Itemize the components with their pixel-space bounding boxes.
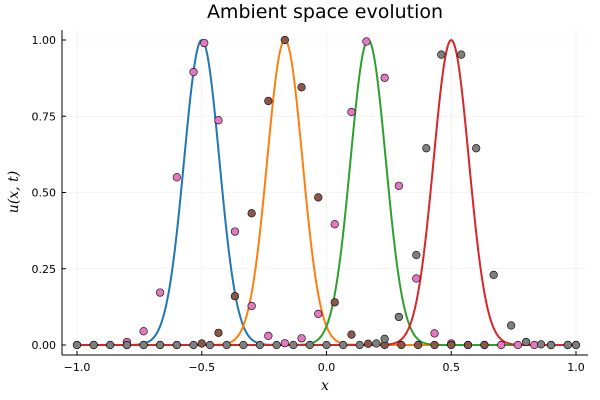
data-point	[463, 340, 473, 350]
axis-layer: −1.0 −0.5 0.0 0.5 1.0 0.00 0.25 0.50 0.75 1.00	[32, 30, 588, 374]
data-point	[339, 340, 348, 350]
data-point	[347, 330, 356, 339]
chart-title: Ambient space evolution	[207, 1, 443, 23]
data-point	[430, 340, 439, 350]
data-point	[507, 321, 516, 330]
data-point	[89, 340, 98, 350]
data-point	[322, 340, 331, 350]
data-point	[297, 334, 306, 343]
data-point	[280, 339, 289, 348]
data-point	[230, 292, 240, 301]
y-tick-label: 0.75	[32, 110, 57, 123]
data-point	[372, 339, 381, 348]
y-tick-label: 0.50	[32, 187, 57, 200]
marker-layer	[72, 35, 581, 350]
data-point	[172, 173, 181, 182]
data-point	[413, 340, 423, 350]
data-point	[106, 340, 115, 350]
data-point	[247, 209, 256, 218]
data-point	[347, 107, 356, 117]
data-point	[412, 250, 421, 260]
data-point	[230, 227, 240, 236]
data-point	[355, 340, 364, 350]
data-point	[497, 340, 506, 350]
data-point	[472, 144, 481, 153]
data-point	[205, 340, 215, 350]
data-point	[521, 337, 531, 347]
data-point	[264, 331, 273, 340]
data-point	[314, 193, 323, 202]
y-tick-label: 0.00	[32, 339, 57, 352]
data-point	[264, 96, 273, 106]
x-tick-label: 1.0	[567, 361, 585, 374]
data-point	[457, 50, 466, 59]
data-point	[155, 288, 165, 297]
data-point	[447, 340, 456, 350]
x-tick-label: 0.0	[318, 361, 336, 374]
x-tick-label: −0.5	[188, 361, 215, 374]
data-point	[380, 73, 389, 82]
data-point	[280, 35, 289, 45]
data-point	[305, 340, 314, 350]
data-point	[480, 340, 489, 350]
data-point	[297, 83, 306, 92]
data-point	[197, 339, 206, 348]
y-tick-label: 0.25	[32, 263, 57, 276]
data-point	[330, 298, 339, 307]
data-point	[364, 339, 373, 348]
data-point	[139, 340, 148, 350]
data-point	[536, 340, 546, 349]
data-point	[530, 340, 539, 350]
data-point	[189, 340, 198, 350]
data-point	[314, 309, 323, 318]
data-point	[289, 340, 298, 350]
data-point	[380, 334, 389, 344]
data-point	[239, 340, 248, 350]
grid-layer	[62, 30, 588, 355]
data-point	[247, 301, 256, 311]
data-point	[563, 340, 572, 350]
data-point	[437, 50, 446, 59]
data-point	[72, 340, 82, 350]
x-tick-label: 0.5	[443, 361, 461, 374]
data-point	[155, 340, 165, 350]
data-point	[122, 340, 131, 350]
data-point	[255, 340, 264, 350]
data-point	[330, 220, 339, 229]
y-axis-label: u(x, t)	[6, 171, 22, 213]
data-point	[200, 38, 209, 48]
data-point	[513, 340, 522, 350]
x-tick-label: −1.0	[64, 361, 91, 374]
data-point	[397, 340, 406, 350]
data-point	[272, 340, 281, 350]
data-point	[422, 144, 431, 153]
data-point	[214, 116, 223, 125]
data-point	[412, 274, 421, 283]
data-point	[394, 181, 403, 190]
x-axis-label: x	[321, 378, 329, 394]
data-point	[394, 312, 403, 322]
data-point	[489, 270, 498, 279]
data-point	[189, 67, 198, 77]
data-point	[139, 327, 148, 336]
data-point	[546, 340, 556, 350]
data-point	[430, 329, 439, 338]
data-point	[362, 37, 371, 46]
data-point	[172, 340, 181, 350]
data-point	[214, 328, 223, 337]
y-tick-label: 1.00	[32, 34, 57, 47]
data-point	[571, 340, 581, 350]
data-point	[222, 340, 231, 350]
